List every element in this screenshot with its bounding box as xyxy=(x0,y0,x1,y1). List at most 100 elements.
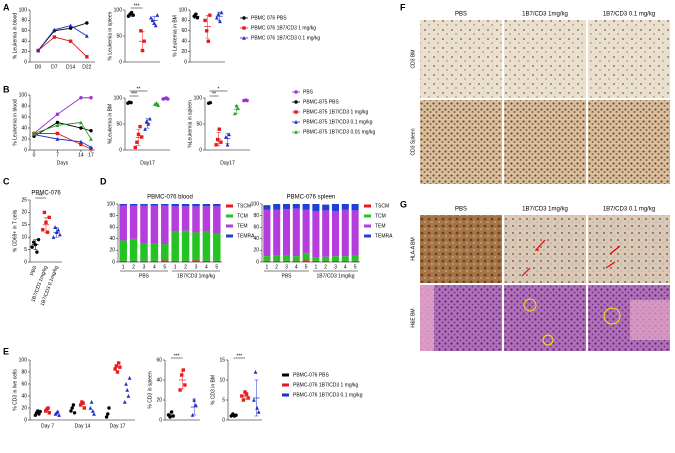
bar-segment xyxy=(202,260,211,262)
point xyxy=(68,26,73,30)
bar-segment xyxy=(331,204,340,211)
bar-segment xyxy=(273,204,281,210)
legend-label: PBS xyxy=(303,89,314,95)
y-axis-label: % CD3 in spleen xyxy=(147,371,153,408)
error-bar xyxy=(33,239,38,250)
point xyxy=(90,408,95,413)
point xyxy=(140,135,144,139)
y-tick-label: 0 xyxy=(119,59,122,65)
y-tick-label: 60 xyxy=(109,225,115,231)
y-tick-label: 0 xyxy=(119,147,122,153)
y-tick-label: 40 xyxy=(156,377,162,383)
y-tick-label: 80 xyxy=(21,103,27,109)
y-tick-label: 80 xyxy=(109,213,115,219)
legend-marker xyxy=(294,100,298,104)
bar-segment xyxy=(312,204,320,211)
bar-segment xyxy=(119,260,127,262)
point xyxy=(68,39,73,43)
point xyxy=(183,383,187,387)
series-line xyxy=(33,122,92,140)
y-tick-label: 0 xyxy=(159,417,162,423)
x-tick-label: 1 xyxy=(122,264,125,270)
point xyxy=(55,123,60,127)
point xyxy=(135,140,139,144)
image xyxy=(420,100,502,184)
point xyxy=(106,412,110,416)
significance: *** xyxy=(236,353,242,359)
legend-swatch xyxy=(282,383,289,387)
bar-segment xyxy=(171,260,179,262)
point xyxy=(224,134,228,139)
x-tick-label: 17 xyxy=(88,152,94,158)
x-tick-label: D14 xyxy=(66,64,75,70)
y-tick-label: 60 xyxy=(181,28,187,34)
point xyxy=(85,21,89,25)
bar-segment xyxy=(351,260,359,262)
point xyxy=(125,387,130,392)
panel-label: B xyxy=(3,84,10,94)
bar-segment xyxy=(292,204,300,209)
y-tick-label: 15 xyxy=(219,357,225,363)
x-tick-label: 4 xyxy=(295,264,298,270)
group-label: 1B7/CD3 1mg/kg xyxy=(316,273,354,279)
point xyxy=(55,120,60,125)
bar-segment xyxy=(150,243,159,261)
y-tick-label: 0 xyxy=(184,59,187,65)
series-line xyxy=(33,97,91,134)
point xyxy=(139,29,143,33)
x-axis-label: Day17 xyxy=(140,160,155,166)
column-header: 1B7/CD3 1mg/kg xyxy=(522,12,568,18)
x-tick-label: 5 xyxy=(354,264,357,270)
y-tick-label: 40 xyxy=(109,236,115,242)
y-tick-label: 0 xyxy=(222,417,225,423)
point xyxy=(252,397,256,402)
y-tick-label: 60 xyxy=(21,114,27,120)
legend-marker xyxy=(242,35,246,40)
error-bar xyxy=(192,398,197,416)
bar-segment xyxy=(150,260,159,262)
bar-segment xyxy=(341,256,349,261)
y-axis-label: %Leukemia in spleen xyxy=(187,100,193,148)
marker-circle xyxy=(542,334,554,346)
x-axis-label: Day17 xyxy=(220,160,235,166)
point xyxy=(32,131,36,136)
point xyxy=(195,16,200,20)
x-tick-label: Day 7 xyxy=(41,423,54,429)
bar-segment xyxy=(161,205,169,245)
image xyxy=(420,215,502,283)
bar-segment xyxy=(150,205,159,244)
group-label: 1B7/CD3 1mg/kg xyxy=(177,273,215,279)
error-bar xyxy=(225,133,230,145)
bar-segment xyxy=(351,255,359,261)
image xyxy=(504,285,586,351)
error-bar xyxy=(168,412,173,418)
point xyxy=(117,361,121,365)
legend-label: PBMC 076 1B7/CD3 0.1 mg/kg xyxy=(251,35,320,41)
error-bar xyxy=(254,379,259,417)
point xyxy=(46,406,50,410)
y-tick-label: 100 xyxy=(114,95,123,101)
bar-segment xyxy=(119,205,127,241)
y-axis-label: % Leukemia in blood xyxy=(12,13,18,60)
point xyxy=(227,132,231,137)
legend-marker xyxy=(294,110,298,114)
bar-segment xyxy=(322,260,330,262)
error-bar xyxy=(136,129,141,146)
y-tick-label: 100 xyxy=(19,7,28,13)
point xyxy=(51,235,56,239)
point xyxy=(47,411,51,415)
bar-segment xyxy=(292,208,300,257)
bar-segment xyxy=(161,204,169,206)
bar-segment xyxy=(302,253,310,261)
point xyxy=(133,145,137,150)
point xyxy=(47,215,51,220)
point xyxy=(148,116,152,121)
x-tick-label: 1 xyxy=(266,264,269,270)
group-label: PBS xyxy=(139,273,150,279)
point xyxy=(149,15,153,20)
column-header: 1B7/CD3 0.1 mg/kg xyxy=(603,12,655,18)
bar-segment xyxy=(202,204,211,207)
y-tick-label: 15 xyxy=(21,222,27,228)
legend-marker xyxy=(294,119,298,124)
